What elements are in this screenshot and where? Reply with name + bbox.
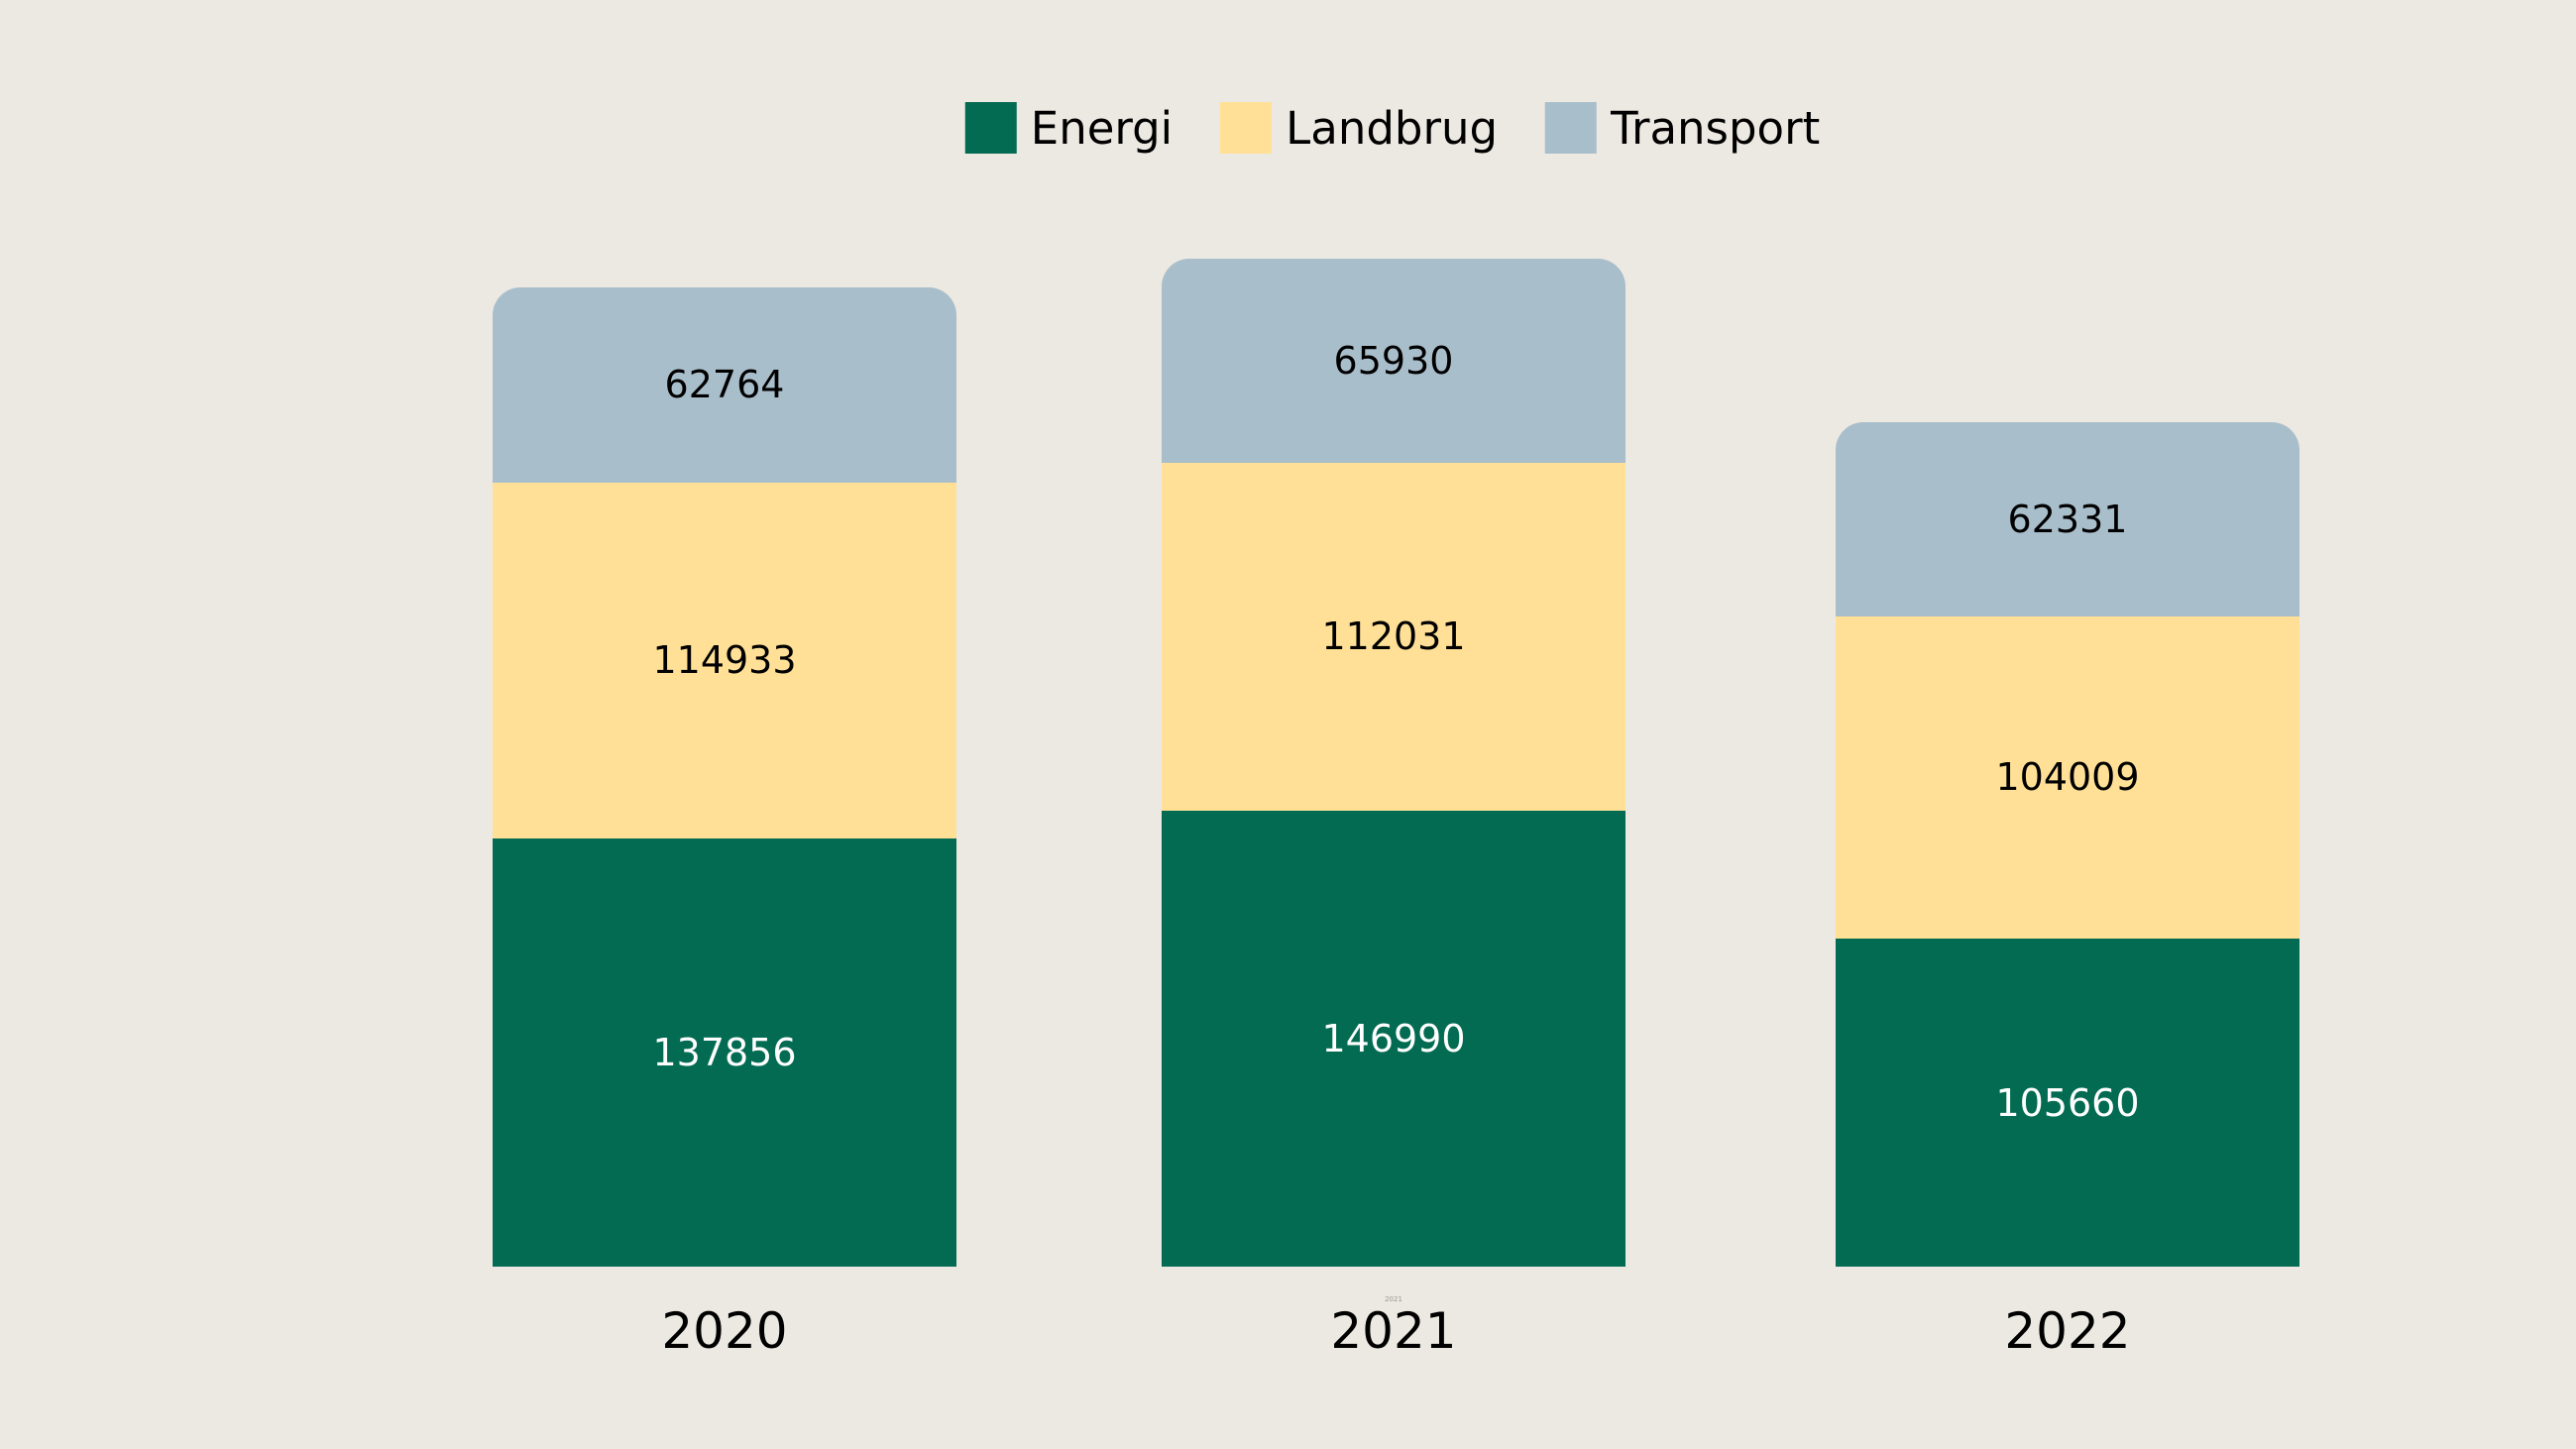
- value-label-landbrug-2021: 112031: [1321, 614, 1466, 659]
- x-axis-label-2021: 2021: [1330, 1302, 1457, 1360]
- value-label-energi-2022: 105660: [1995, 1080, 2140, 1125]
- legend-label-transport: Transport: [1611, 101, 1821, 155]
- bar-2021: 65930 112031 146990: [1162, 258, 1625, 1267]
- segment-landbrug-2021: 112031: [1162, 462, 1625, 811]
- legend-label-energi: Energi: [1030, 101, 1174, 155]
- segment-landbrug-2020: 114933: [493, 482, 956, 839]
- legend-item-landbrug: Landbrug: [1220, 102, 1498, 154]
- segment-landbrug-2022: 104009: [1836, 615, 2299, 940]
- value-label-transport-2020: 62764: [664, 363, 785, 407]
- segment-energi-2021: 146990: [1162, 810, 1625, 1267]
- segment-energi-2022: 105660: [1836, 939, 2299, 1267]
- legend-swatch-landbrug: [1220, 102, 1273, 154]
- bar-2020: 62764 114933 137856: [493, 287, 956, 1267]
- tiny-tick-label: 2021: [1385, 1295, 1402, 1303]
- segment-transport-2022: 62331: [1836, 422, 2299, 616]
- segment-transport-2020: 62764: [493, 287, 956, 483]
- bar-2022: 62331 104009 105660: [1836, 422, 2299, 1267]
- value-label-energi-2020: 137856: [652, 1031, 797, 1075]
- legend-item-transport: Transport: [1545, 102, 1820, 154]
- value-label-energi-2021: 146990: [1321, 1016, 1466, 1060]
- value-label-transport-2022: 62331: [2007, 497, 2128, 541]
- legend-swatch-transport: [1545, 102, 1598, 154]
- segment-energi-2020: 137856: [493, 838, 956, 1267]
- legend: Energi Landbrug Transport: [964, 101, 1820, 155]
- value-label-landbrug-2022: 104009: [1995, 755, 2140, 800]
- x-axis-label-2022: 2022: [2004, 1302, 2131, 1360]
- legend-swatch-energi: [964, 102, 1017, 154]
- value-label-landbrug-2020: 114933: [652, 638, 797, 683]
- value-label-transport-2021: 65930: [1333, 338, 1454, 383]
- legend-item-energi: Energi: [964, 101, 1174, 155]
- segment-transport-2021: 65930: [1162, 258, 1625, 463]
- x-axis-label-2020: 2020: [661, 1302, 788, 1360]
- legend-label-landbrug: Landbrug: [1286, 101, 1499, 155]
